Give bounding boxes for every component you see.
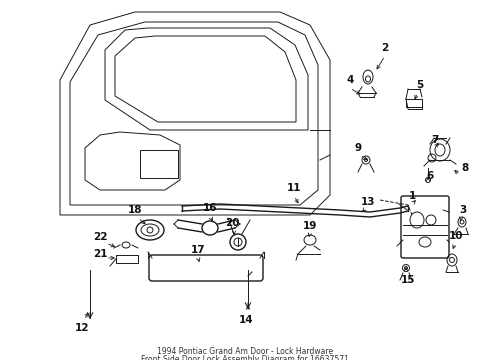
Text: 2: 2 (381, 43, 389, 53)
Text: Front Side Door Lock Assembly Diagram for 16637571: Front Side Door Lock Assembly Diagram fo… (141, 355, 349, 360)
Text: 21: 21 (93, 249, 107, 259)
Text: 4: 4 (346, 75, 354, 85)
Bar (116, 255, 138, 263)
Text: 6: 6 (426, 171, 434, 181)
Bar (140, 150, 178, 178)
Text: 16: 16 (203, 203, 217, 213)
Text: 20: 20 (225, 218, 239, 228)
Text: 17: 17 (191, 245, 205, 255)
Text: 7: 7 (431, 135, 439, 145)
Text: 11: 11 (287, 183, 301, 193)
Text: 14: 14 (239, 315, 253, 325)
Text: 15: 15 (401, 275, 415, 285)
Text: 1994 Pontiac Grand Am Door - Lock Hardware: 1994 Pontiac Grand Am Door - Lock Hardwa… (157, 347, 333, 356)
Text: 13: 13 (361, 197, 375, 207)
Text: 10: 10 (449, 231, 463, 241)
Text: 1: 1 (408, 191, 416, 201)
Text: 19: 19 (303, 221, 317, 231)
Text: 22: 22 (93, 232, 107, 242)
Text: 5: 5 (416, 80, 424, 90)
Text: 12: 12 (75, 323, 89, 333)
Text: 3: 3 (460, 205, 466, 215)
Text: 18: 18 (128, 205, 142, 215)
Text: 9: 9 (354, 143, 362, 153)
Text: 8: 8 (462, 163, 468, 173)
